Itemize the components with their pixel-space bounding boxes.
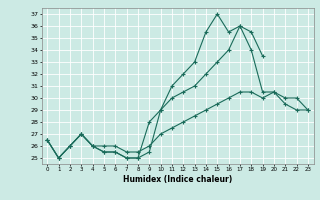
X-axis label: Humidex (Indice chaleur): Humidex (Indice chaleur)	[123, 175, 232, 184]
